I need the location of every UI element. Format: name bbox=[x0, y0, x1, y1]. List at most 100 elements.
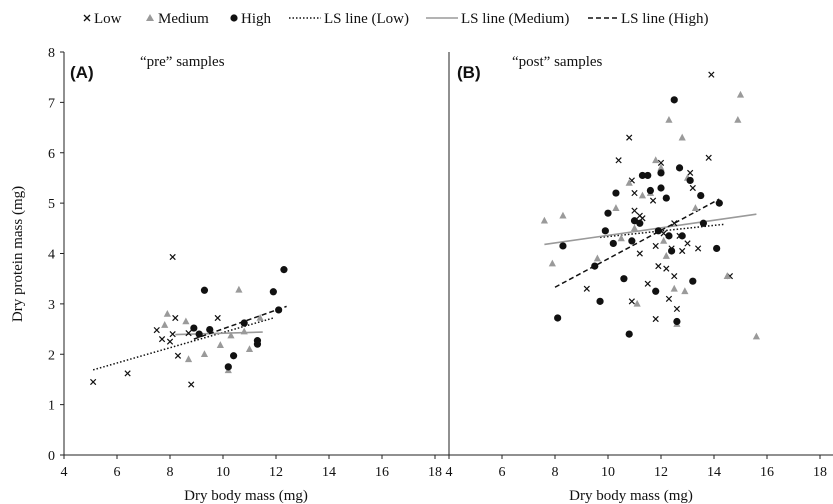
ls-line-ls-line-high bbox=[193, 305, 287, 340]
panel-a-x-ticks: 4 6 8 10 12 14 16 18 bbox=[61, 455, 442, 480]
point-high bbox=[673, 317, 681, 326]
point-medium bbox=[235, 285, 243, 293]
x-tick-label: 10 bbox=[216, 465, 230, 480]
point-high bbox=[699, 219, 708, 227]
point-medium bbox=[665, 116, 673, 123]
point-medium bbox=[633, 299, 641, 307]
point-low bbox=[169, 253, 176, 261]
point-low bbox=[124, 370, 131, 377]
point-medium bbox=[240, 327, 248, 335]
panel-b-title: “post” samples bbox=[512, 54, 603, 70]
x-tick-label: 14 bbox=[322, 465, 336, 480]
legend-ls-low-label: LS line (Low) bbox=[324, 11, 409, 27]
point-high bbox=[628, 237, 636, 245]
y-tick-label: 6 bbox=[48, 147, 55, 162]
x-tick-label: 18 bbox=[428, 465, 442, 480]
legend-item-ls-high[interactable]: LS line (High) bbox=[588, 11, 709, 27]
panel-a: (A) “pre” samples Dry protein mass (mg) … bbox=[10, 46, 449, 504]
point-medium bbox=[548, 259, 556, 267]
point-high bbox=[612, 189, 620, 197]
point-high bbox=[230, 352, 238, 360]
panel-b-x-axis-label: Dry body mass (mg) bbox=[569, 488, 693, 504]
x-tick-label: 6 bbox=[114, 465, 121, 480]
y-axis-label: Dry protein mass (mg) bbox=[10, 186, 26, 322]
point-low bbox=[673, 305, 681, 313]
legend-low-label: Low bbox=[94, 11, 122, 27]
point-medium bbox=[625, 178, 633, 186]
point-medium bbox=[638, 191, 647, 199]
point-medium bbox=[593, 254, 601, 262]
point-medium bbox=[200, 350, 209, 358]
point-high bbox=[554, 314, 562, 322]
point-low bbox=[644, 280, 651, 287]
point-medium bbox=[691, 204, 700, 211]
point-low bbox=[166, 338, 174, 345]
x-tick-label: 4 bbox=[446, 465, 453, 480]
point-high bbox=[206, 325, 214, 334]
panel-a-label: (A) bbox=[70, 63, 94, 82]
point-high bbox=[591, 262, 599, 270]
x-tick-label: 10 bbox=[601, 465, 615, 480]
point-low bbox=[172, 314, 179, 322]
point-low bbox=[655, 262, 662, 270]
point-medium bbox=[670, 284, 678, 292]
point-high bbox=[625, 330, 633, 338]
point-high bbox=[654, 227, 662, 235]
point-high bbox=[253, 340, 262, 348]
point-low bbox=[657, 159, 665, 166]
legend-item-medium[interactable]: Medium bbox=[146, 11, 209, 27]
point-high bbox=[686, 176, 694, 185]
legend-item-ls-medium[interactable]: LS line (Medium) bbox=[426, 11, 569, 27]
ls-line-ls-line-high bbox=[554, 198, 720, 288]
point-low bbox=[684, 240, 691, 247]
point-medium bbox=[559, 211, 567, 219]
legend-item-high[interactable]: High bbox=[230, 11, 272, 27]
point-medium bbox=[736, 90, 745, 98]
point-high bbox=[280, 266, 288, 274]
legend-medium-label: Medium bbox=[158, 11, 209, 27]
point-low bbox=[626, 134, 633, 141]
legend-high-label: High bbox=[241, 11, 272, 27]
x-tick-label: 8 bbox=[552, 465, 559, 480]
point-medium bbox=[657, 163, 665, 171]
point-high bbox=[665, 232, 673, 240]
point-medium bbox=[681, 287, 689, 295]
point-medium bbox=[652, 156, 660, 164]
point-medium bbox=[630, 224, 639, 232]
point-high bbox=[596, 297, 604, 305]
point-low bbox=[679, 247, 686, 255]
point-low bbox=[90, 378, 97, 386]
point-medium bbox=[216, 341, 224, 348]
panel-b-x-ticks: 4 6 8 10 12 14 16 18 bbox=[446, 455, 827, 480]
legend-item-low[interactable]: Low bbox=[83, 11, 122, 27]
y-tick-label: 0 bbox=[48, 449, 55, 464]
legend-ls-medium-label: LS line (Medium) bbox=[461, 11, 569, 27]
x-tick-label: 12 bbox=[269, 465, 283, 480]
point-low bbox=[631, 207, 638, 214]
legend-high-marker bbox=[230, 14, 238, 22]
point-high bbox=[662, 194, 670, 202]
point-medium bbox=[660, 236, 668, 244]
point-low bbox=[636, 250, 643, 257]
legend-item-ls-low[interactable]: LS line (Low) bbox=[289, 11, 409, 27]
x-tick-label: 12 bbox=[654, 465, 668, 480]
panel-b-label: (B) bbox=[457, 63, 481, 82]
point-high bbox=[668, 247, 676, 255]
point-low bbox=[185, 329, 192, 337]
y-tick-label: 7 bbox=[48, 96, 55, 111]
point-high bbox=[652, 287, 660, 295]
y-tick-label: 5 bbox=[48, 197, 55, 212]
point-high bbox=[689, 277, 697, 285]
point-low bbox=[665, 295, 673, 302]
x-tick-label: 16 bbox=[375, 465, 389, 480]
point-high bbox=[604, 209, 612, 217]
panel-b-ls-lines bbox=[544, 198, 757, 288]
point-high bbox=[240, 319, 248, 327]
point-medium bbox=[678, 133, 686, 141]
point-medium bbox=[184, 355, 193, 363]
point-high bbox=[601, 227, 609, 235]
panel-a-y-ticks: 0 1 2 3 4 5 6 7 8 bbox=[48, 46, 64, 464]
y-tick-label: 2 bbox=[48, 348, 55, 363]
y-tick-label: 1 bbox=[48, 399, 55, 414]
